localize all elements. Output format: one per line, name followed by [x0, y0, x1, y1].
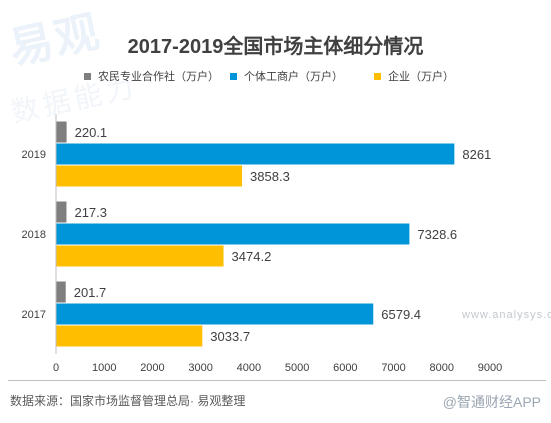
x-tick-label-6000: 6000 [333, 362, 357, 374]
bar-enterprise-2018 [56, 245, 224, 267]
x-tick-label-1000: 1000 [92, 362, 116, 374]
legend-swatch-enterprise [374, 73, 381, 80]
bar-individual-2019 [56, 143, 455, 165]
category-label-2017: 2017 [22, 309, 46, 321]
bar-individual-2018 [56, 223, 410, 245]
footer-divider [8, 380, 546, 381]
value-label-farmer-2019: 220.1 [75, 125, 108, 140]
category-label-2018: 2018 [22, 229, 46, 241]
legend-swatch-farmer [84, 73, 91, 80]
bars [56, 121, 455, 347]
legend-label-enterprise: 企业（万户） [388, 69, 454, 83]
chart-title: 2017-2019全国市场主体细分情况 [127, 36, 424, 58]
value-label-enterprise-2018: 3474.2 [232, 249, 272, 264]
y-tick-labels: 2019 2018 2017 [22, 149, 46, 321]
value-labels: 220.1 8261 3858.3 217.3 7328.6 3474.2 201.7 657… [74, 125, 492, 344]
bar-farmer-2019 [56, 121, 67, 143]
x-tick-label-7000: 7000 [381, 362, 405, 374]
x-tick-labels: 0 1000 2000 3000 4000 5000 6000 7000 8000 9000 [53, 362, 502, 374]
bar-enterprise-2019 [56, 165, 243, 187]
category-label-2019: 2019 [22, 149, 46, 161]
value-label-individual-2017: 6579.4 [381, 307, 421, 322]
legend-label-farmer: 农民专业合作社（万户） [98, 69, 219, 83]
value-label-farmer-2017: 201.7 [74, 285, 107, 300]
legend: 农民专业合作社（万户） 个体工商户（万户） 企业（万户） [84, 69, 454, 83]
value-label-farmer-2018: 217.3 [74, 205, 107, 220]
legend-label-individual: 个体工商户（万户） [244, 69, 343, 83]
bar-farmer-2017 [56, 281, 66, 303]
x-tick-label-8000: 8000 [430, 362, 454, 374]
value-label-enterprise-2017: 3033.7 [210, 329, 250, 344]
url-watermark: www.analysys.cn [462, 309, 551, 321]
x-tick-label-2000: 2000 [140, 362, 164, 374]
bar-farmer-2018 [56, 201, 67, 223]
brand-watermark: @智通财经APP [442, 394, 541, 410]
value-label-enterprise-2019: 3858.3 [250, 169, 290, 184]
legend-swatch-individual [230, 73, 237, 80]
x-tick-label-0: 0 [53, 362, 59, 374]
source-note: 数据来源：国家市场监督管理总局· 易观整理 [10, 394, 246, 408]
value-label-individual-2018: 7328.6 [417, 227, 457, 242]
x-tick-label-9000: 9000 [478, 362, 502, 374]
x-tick-label-3000: 3000 [188, 362, 212, 374]
value-label-individual-2019: 8261 [462, 147, 491, 162]
bar-enterprise-2017 [56, 325, 203, 347]
x-tick-label-4000: 4000 [237, 362, 261, 374]
x-tick-label-5000: 5000 [285, 362, 309, 374]
bar-individual-2017 [56, 303, 374, 325]
